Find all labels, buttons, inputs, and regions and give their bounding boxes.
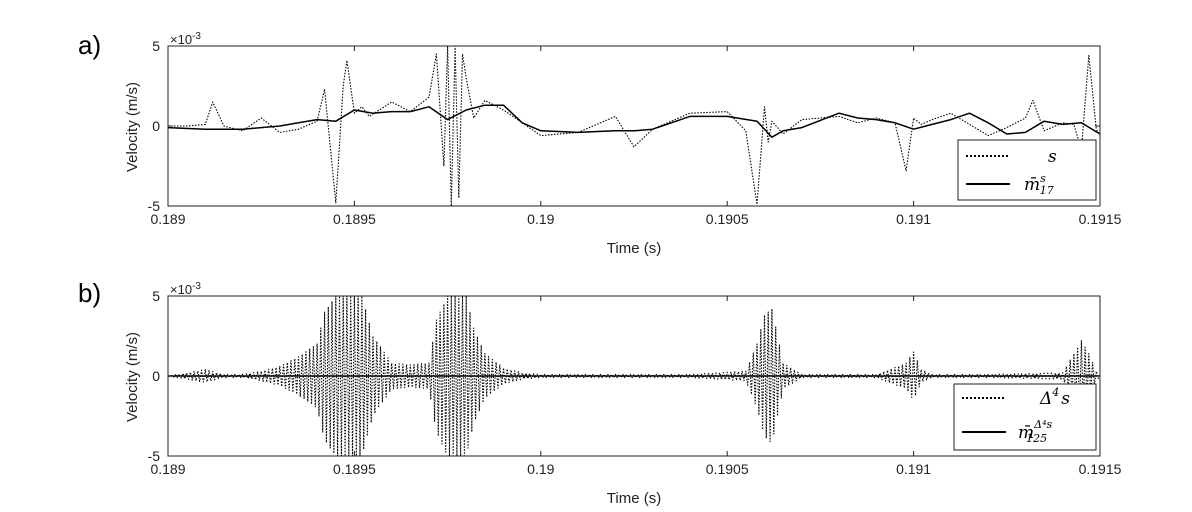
panel-a-legend-box — [957, 139, 1097, 201]
panel-b-series-group — [167, 295, 1101, 457]
panel-a-y-axis-label: Velocity (m/s) — [124, 82, 141, 172]
panel-b-legend-box — [953, 383, 1097, 451]
panel-a-x-tick-label: 0.1895 — [333, 211, 376, 227]
panel-b-y-tick-label: -5 — [148, 448, 161, 464]
panel-b-ticks: 0.189 0.1895 0.19 0.1905 0.191 0.1915 -5 0 5 — [148, 288, 1122, 477]
panel-a-y-tick-label: -5 — [148, 198, 161, 214]
panel-a-label: a) — [78, 30, 101, 60]
panel-a-legend: s m̄s 17 — [957, 139, 1097, 201]
panel-a-series-group — [167, 45, 1101, 207]
panel-a-x-tick-label: 0.189 — [150, 211, 185, 227]
panel-b-y-tick-label: 0 — [152, 368, 160, 384]
panel-b-y-axis-label: Velocity (m/s) — [124, 332, 141, 422]
panel-a-x-tick-label: 0.1905 — [706, 211, 749, 227]
panel-b-x-tick-label: 0.1905 — [706, 461, 749, 477]
panel-a-series-solid — [167, 104, 1101, 138]
panel-b-x-tick-label: 0.191 — [896, 461, 931, 477]
panel-b-y-exponent: ×10-3 — [170, 281, 201, 297]
panel-a-y-tick-label: 5 — [152, 38, 160, 54]
panel-a-x-tick-label: 0.1915 — [1079, 211, 1122, 227]
panel-b-y-tick-label: 5 — [152, 288, 160, 304]
panel-a-legend-label-mean: m̄s 17 — [1024, 172, 1054, 197]
panel-b-x-axis-label: Time (s) — [607, 490, 661, 507]
panel-b-series-dotted — [167, 295, 1101, 457]
panel-b-chart: b) ×10-3 Velocity (m/s) Time (s) 0.189 0.… — [78, 278, 1122, 507]
panel-b-x-tick-label: 0.1915 — [1079, 461, 1122, 477]
panel-a-series-dotted — [168, 45, 1101, 207]
panel-b-x-tick-label: 0.19 — [527, 461, 554, 477]
panel-a-x-tick-label: 0.191 — [896, 211, 931, 227]
panel-b-legend-label-mean: m̄Δ⁴s 125 — [1018, 418, 1052, 445]
panel-a-y-exponent: ×10-3 — [170, 31, 201, 47]
panel-a-y-tick-label: 0 — [152, 118, 160, 134]
panel-b-label: b) — [78, 278, 101, 308]
panel-a-chart: a) ×10-3 Velocity (m/s) Time (s) 0.189 0.… — [78, 30, 1122, 257]
panel-a-ticks: 0.189 0.1895 0.19 0.1905 0.191 0.1915 -5 0 5 — [148, 38, 1122, 227]
panel-b-legend: Δ4 s m̄Δ⁴s 125 — [953, 383, 1097, 451]
panel-a-x-tick-label: 0.19 — [527, 211, 554, 227]
panel-b-x-tick-label: 0.1895 — [333, 461, 376, 477]
panel-b-x-tick-label: 0.189 — [150, 461, 185, 477]
panel-a-legend-label-s: s — [1048, 147, 1057, 167]
panel-b-legend-label-delta: Δ4 s — [1039, 386, 1070, 409]
panel-a-x-axis-label: Time (s) — [607, 240, 661, 257]
